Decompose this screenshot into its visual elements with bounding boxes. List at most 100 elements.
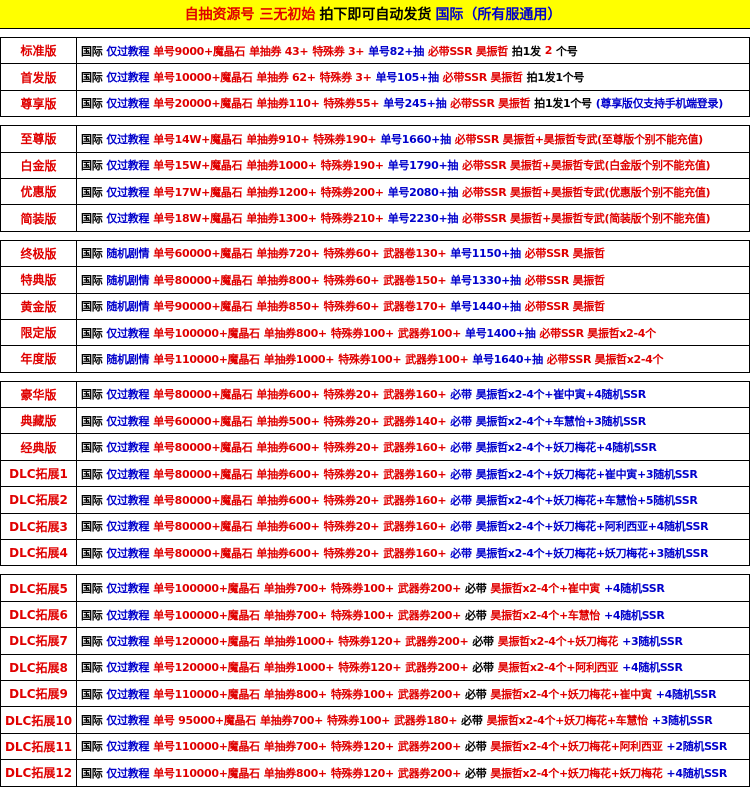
content-text: 特殊券100+ <box>327 714 391 728</box>
content-text: 昊振哲x2-4个+妖刀梅花+车慧怡 <box>486 714 649 728</box>
header: 自抽资源号 三无初始 拍下即可自动发货 国际（所有服通用） <box>0 0 750 29</box>
content-text: 昊振哲x2-4个+车慧怡 <box>490 608 600 622</box>
content-text: 单号100000+魔晶石 <box>153 326 260 340</box>
content-text: +3随机SSR <box>622 634 683 648</box>
table-row: 尊享版 国际 仅过教程 单号20000+魔晶石 单抽券110+ 特殊券55+ 单号245+抽… <box>0 90 750 118</box>
content-text: +4随机SSR <box>622 661 683 675</box>
content-text: 单抽券800+ <box>263 687 327 701</box>
row-content: 国际 仅过教程 单号120000+魔晶石 单抽券1000+ 特殊券120+ 武器券200+… <box>77 655 749 680</box>
table-row: DLC拓展3 国际 仅过教程 单号80000+魔晶石 单抽券600+ 特殊券20+ 武器券1… <box>0 513 750 541</box>
table-row: 年度版 国际 随机剧情 单号110000+魔晶石 单抽券1000+ 特殊券100+ 武器券1… <box>0 346 750 373</box>
row-content: 国际 随机剧情 单号110000+魔晶石 单抽券1000+ 特殊券100+ 武器券100+… <box>77 346 749 371</box>
content-text: 单号90000+魔晶石 <box>153 300 253 314</box>
content-text: 必带 <box>465 740 487 754</box>
content-text: 国际 <box>81 493 103 507</box>
row-content: 国际 仅过教程 单号80000+魔晶石 单抽券600+ 特殊券20+ 武器券160+ 必带昊… <box>77 434 749 459</box>
content-text: 单抽券910+ <box>246 132 310 146</box>
content-text: 单号120000+魔晶石 <box>153 661 260 675</box>
row-content: 国际 仅过教程 单号110000+魔晶石 单抽券800+ 特殊券120+ 武器券200+ 必… <box>77 760 749 785</box>
content-text: 单号1660+抽 <box>380 132 451 146</box>
content-text: 仅过教程 <box>106 582 150 596</box>
table-row: 终极版 国际 随机剧情 单号60000+魔晶石 单抽券720+ 特殊券60+ 武器卷130+… <box>0 240 750 268</box>
content-text: 武器券200+ <box>405 661 469 675</box>
row-content: 国际 仅过教程 单号60000+魔晶石 单抽券500+ 特殊券20+ 武器券140+ 必带昊… <box>77 408 749 433</box>
content-text: 武器券200+ <box>397 740 461 754</box>
content-text: 单抽券600+ <box>256 441 320 455</box>
content-text: 单号245+抽 <box>383 97 447 111</box>
row-content: 国际 仅过教程 单号100000+魔晶石 单抽券700+ 特殊券100+ 武器券200+ 必… <box>77 575 749 600</box>
content-text: 必带SSR 昊振哲x2-4个 <box>546 352 664 366</box>
edition-label: 特典版 <box>1 267 77 293</box>
content-text: 特殊券60+ <box>323 247 380 261</box>
content-text: 单号110000+魔晶石 <box>153 687 260 701</box>
edition-label: DLC拓展10 <box>1 707 77 733</box>
table-row: 首发版 国际 仅过教程 单号10000+魔晶石 单抽券 62+ 特殊券 3+ 单号105+抽… <box>0 64 750 91</box>
content-text: 特殊券60+ <box>323 273 380 287</box>
content-text: 国际 <box>81 766 103 780</box>
content-text: 仅过教程 <box>106 414 150 428</box>
content-text: 特殊券20+ <box>323 388 380 402</box>
content-text: 单号110000+魔晶石 <box>153 352 260 366</box>
content-text: 单抽券1300+ <box>246 212 317 226</box>
content-text: 单号105+抽 <box>375 71 439 85</box>
table-row: DLC拓展7 国际 仅过教程 单号120000+魔晶石 单抽券1000+ 特殊券120+ 武… <box>0 628 750 655</box>
row-content: 国际 仅过教程 单号120000+魔晶石 单抽券1000+ 特殊券120+ 武器券200+… <box>77 628 749 653</box>
content-text: 国际 <box>81 71 103 85</box>
content-text: 单号14W+魔晶石 <box>153 132 243 146</box>
content-text: 国际 <box>81 185 103 199</box>
content-text: 特殊券120+ <box>330 766 394 780</box>
content-text: 特殊券 3+ <box>319 71 372 85</box>
content-text: 特殊券20+ <box>323 520 380 534</box>
content-text: 仅过教程 <box>106 159 150 173</box>
content-text: (尊享版仅支持手机端登录) <box>595 97 723 111</box>
content-text: 必带 <box>472 661 494 675</box>
content-text: 单号1150+抽 <box>450 247 521 261</box>
content-text: 特殊券120+ <box>338 634 402 648</box>
content-text: 必带 <box>465 608 487 622</box>
content-text: 武器券100+ <box>397 326 461 340</box>
content-text: 单号9000+魔晶石 <box>153 44 246 58</box>
content-text: 单号15W+魔晶石 <box>153 159 243 173</box>
content-text: 国际 <box>81 467 103 481</box>
row-content: 国际 仅过教程 单号80000+魔晶石 单抽券600+ 特殊券20+ 武器券160+ 必带昊… <box>77 540 749 565</box>
content-text: 必带 <box>450 441 472 455</box>
content-text: 单号20000+魔晶石 <box>153 97 253 111</box>
content-text: 单号80000+魔晶石 <box>153 493 253 507</box>
table-row: 经典版 国际 仅过教程 单号80000+魔晶石 单抽券600+ 特殊券20+ 武器券160+… <box>0 434 750 461</box>
content-text: 单号1640+抽 <box>472 352 543 366</box>
content-text: 单抽券600+ <box>256 546 320 560</box>
content-text: 单抽券700+ <box>263 582 327 596</box>
table-row: DLC拓展6 国际 仅过教程 单号100000+魔晶石 单抽券700+ 特殊券100+ 武器… <box>0 601 750 629</box>
edition-label: 尊享版 <box>1 90 77 117</box>
table-row: 限定版 国际 仅过教程 单号100000+魔晶石 单抽券800+ 特殊券100+ 武器券10… <box>0 319 750 347</box>
content-text: 武器卷170+ <box>383 300 447 314</box>
row-content: 国际 仅过教程 单号9000+魔晶石 单抽券 43+ 特殊券 3+ 单号82+抽 必带SSR… <box>77 38 749 63</box>
edition-label: DLC拓展3 <box>1 513 77 540</box>
content-text: 单抽券800+ <box>256 273 320 287</box>
content-text: 单抽券1200+ <box>246 185 317 199</box>
content-text: 武器券160+ <box>383 520 447 534</box>
table-row: DLC拓展1 国际 仅过教程 单号80000+魔晶石 单抽券600+ 特殊券20+ 武器券1… <box>0 460 750 488</box>
content-text: 昊振哲x2-4个+妖刀梅花 <box>497 634 619 648</box>
content-text: 国际 <box>81 352 103 366</box>
row-content: 国际 随机剧情 单号80000+魔晶石 单抽券800+ 特殊券60+ 武器卷150+ 单号1… <box>77 267 749 292</box>
content-text: 必带SSR 昊振哲 <box>427 44 508 58</box>
table-row: DLC拓展4 国际 仅过教程 单号80000+魔晶石 单抽券600+ 特殊券20+ 武器券1… <box>0 540 750 567</box>
content-text: 武器券160+ <box>383 467 447 481</box>
content-text: 仅过教程 <box>106 740 150 754</box>
edition-label: DLC拓展7 <box>1 628 77 654</box>
content-text: 必带SSR 昊振哲 <box>450 97 531 111</box>
content-text: 单号80000+魔晶石 <box>153 546 253 560</box>
row-content: 国际 仅过教程 单号17W+魔晶石 单抽券1200+ 特殊券200+ 单号2080+抽 必带… <box>77 179 749 204</box>
content-text: 特殊券200+ <box>320 185 384 199</box>
content-text: 单抽券720+ <box>256 247 320 261</box>
content-text: 2 <box>544 44 553 58</box>
content-text: 特殊券55+ <box>323 97 380 111</box>
table-row: 至尊版 国际 仅过教程 单号14W+魔晶石 单抽券910+ 特殊券190+ 单号1660+抽… <box>0 126 750 153</box>
edition-label: DLC拓展12 <box>1 760 77 786</box>
header-text: 自抽资源号 三无初始 <box>184 7 316 23</box>
content-text: 国际 <box>81 212 103 226</box>
content-text: 国际 <box>81 414 103 428</box>
table-row: 优惠版 国际 仅过教程 单号17W+魔晶石 单抽券1200+ 特殊券200+ 单号2080+… <box>0 178 750 206</box>
